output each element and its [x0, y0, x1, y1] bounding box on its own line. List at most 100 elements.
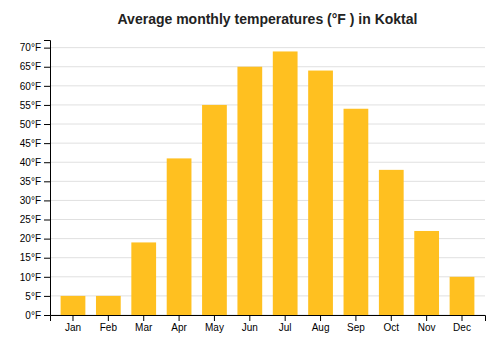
y-axis-line: [44, 41, 51, 316]
x-tick: Nov: [418, 315, 436, 333]
y-tick-label: 5°F: [25, 291, 41, 302]
grid-line: [50, 219, 485, 220]
bar: [308, 71, 333, 315]
x-tick-label: May: [205, 322, 224, 333]
grid-line: [50, 85, 485, 86]
grid-line: [50, 104, 485, 105]
x-tick: Jul: [279, 315, 292, 333]
bar: [131, 242, 156, 315]
bar: [414, 231, 439, 315]
x-tick: Sep: [347, 315, 365, 333]
x-tick: Jun: [242, 315, 258, 333]
y-tick-mark: [44, 220, 50, 221]
x-tick: Feb: [100, 315, 118, 333]
grid-line: [50, 124, 485, 125]
x-tick-label: Aug: [312, 322, 330, 333]
x-tick: Jan: [65, 315, 81, 333]
x-tick-label: Jan: [65, 322, 81, 333]
grid-line: [50, 47, 485, 48]
y-tick-label: 55°F: [20, 100, 41, 111]
x-tick-label: Feb: [100, 322, 118, 333]
x-tick-mark: [108, 315, 109, 321]
y-tick-label: 25°F: [20, 214, 41, 225]
y-tick-label: 0°F: [25, 310, 41, 321]
bar: [167, 158, 192, 315]
grid-line: [50, 162, 485, 163]
x-tick-label: Dec: [453, 322, 471, 333]
grid-line: [50, 181, 485, 182]
bar: [379, 170, 404, 315]
grid-line: [50, 143, 485, 144]
x-tick-mark: [426, 315, 427, 321]
x-axis: Jan Feb Mar Apr May Jun Jul Aug Sep Oct Nov Dec: [51, 315, 486, 333]
y-tick: 0°F: [25, 310, 50, 321]
x-tick-label: Mar: [135, 322, 153, 333]
x-tick-label: Oct: [383, 322, 399, 333]
x-tick-mark: [462, 315, 463, 321]
x-tick: Aug: [312, 315, 330, 333]
grid: [50, 48, 485, 315]
y-tick-mark: [44, 181, 50, 182]
y-tick-mark: [44, 48, 50, 49]
title: Average monthly temperatures (°F ) in Ko…: [118, 11, 418, 27]
y-tick: 10°F: [20, 272, 50, 283]
x-tick-label: Sep: [347, 322, 365, 333]
y-tick-mark: [44, 86, 50, 87]
y-tick-label: 70°F: [20, 42, 41, 53]
bar: [61, 296, 86, 315]
x-tick-mark: [72, 315, 73, 321]
y-tick-mark: [44, 105, 50, 106]
x-tick-label: Jun: [242, 322, 258, 333]
x-tick: Apr: [171, 315, 187, 333]
x-tick: Dec: [453, 315, 471, 333]
y-tick-label: 35°F: [20, 176, 41, 187]
y-tick-mark: [44, 239, 50, 240]
bar: [202, 105, 227, 315]
grid-line: [50, 66, 485, 67]
x-tick-mark: [391, 315, 392, 321]
y-tick: 45°F: [20, 138, 50, 149]
y-tick-mark: [44, 296, 50, 297]
y-tick-label: 65°F: [20, 61, 41, 72]
bar: [450, 277, 475, 315]
y-tick-label: 30°F: [20, 195, 41, 206]
x-tick: May: [205, 315, 224, 333]
grid-line: [50, 200, 485, 201]
y-tick-label: 20°F: [20, 233, 41, 244]
x-tick-mark: [214, 315, 215, 321]
y-tick: 70°F: [20, 42, 50, 53]
x-tick-label: Jul: [279, 322, 292, 333]
y-tick: 40°F: [20, 157, 50, 168]
chart: 0°F 5°F 10°F 15°F 20°F 25°F 30°F 35°F 40°F 45°F 50…: [0, 0, 500, 350]
y-tick: 60°F: [20, 81, 50, 92]
y-tick-mark: [44, 258, 50, 259]
x-tick-label: Apr: [171, 322, 187, 333]
x-tick-mark: [249, 315, 250, 321]
y-tick: 15°F: [20, 252, 50, 263]
x-tick-label: Nov: [418, 322, 436, 333]
y-tick: 30°F: [20, 195, 50, 206]
y-tick-label: 50°F: [20, 119, 41, 130]
x-tick: Mar: [135, 315, 153, 333]
y-axis: 0°F 5°F 10°F 15°F 20°F 25°F 30°F 35°F 40°F 45°F 50…: [20, 41, 51, 321]
y-tick: 35°F: [20, 176, 50, 187]
x-tick-mark: [143, 315, 144, 321]
y-tick-mark: [44, 67, 50, 68]
x-tick-mark: [179, 315, 180, 321]
y-tick: 25°F: [20, 214, 50, 225]
y-tick-label: 60°F: [20, 81, 41, 92]
bars: [61, 51, 475, 315]
y-tick: 55°F: [20, 100, 50, 111]
x-tick-mark: [285, 315, 286, 321]
y-tick: 65°F: [20, 61, 50, 72]
bar: [96, 296, 121, 315]
x-tick: Oct: [383, 315, 399, 333]
y-tick-label: 45°F: [20, 138, 41, 149]
bar: [237, 67, 262, 315]
y-tick-mark: [44, 143, 50, 144]
y-tick: 5°F: [25, 291, 50, 302]
y-tick: 20°F: [20, 233, 50, 244]
y-tick-label: 10°F: [20, 272, 41, 283]
x-axis-line: [51, 316, 486, 322]
x-tick-mark: [320, 315, 321, 321]
